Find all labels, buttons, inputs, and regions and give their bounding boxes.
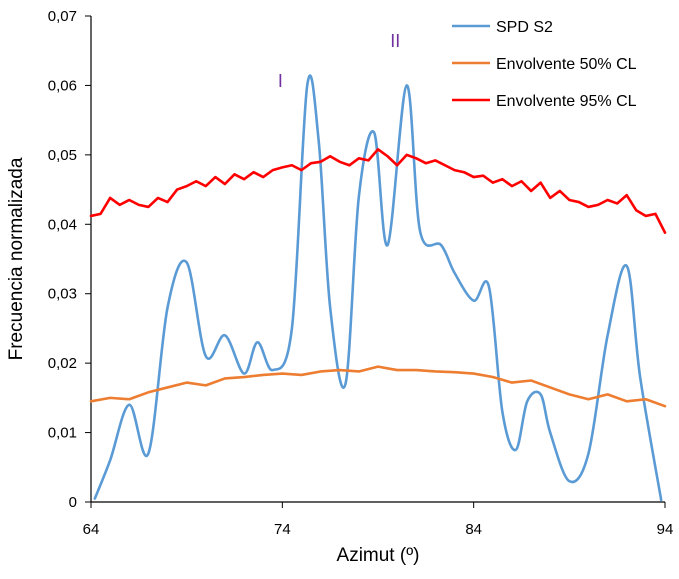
y-tick-label: 0,04 (48, 216, 77, 233)
y-tick-label: 0,07 (48, 8, 77, 25)
legend-label: Envolvente 50% CL (496, 56, 637, 73)
y-tick-label: 0,03 (48, 286, 77, 303)
x-tick-label: 84 (465, 521, 482, 538)
y-tick-label: 0,05 (48, 147, 77, 164)
y-tick-label: 0 (69, 494, 77, 511)
series-layer (89, 74, 667, 502)
y-tick-label: 0,06 (48, 77, 77, 94)
y-tick-label: 0,01 (48, 425, 77, 442)
legend-label: Envolvente 95% CL (496, 93, 637, 110)
annotations-layer: III (278, 31, 400, 91)
x-tick-label: 64 (83, 521, 100, 538)
annotation-label: II (390, 31, 400, 51)
series-line-spd-s2 (93, 74, 663, 502)
axes-layer: 0 0,01 0,02 0,03 0,04 0,05 0,06 0,07 64 74 84 94 (48, 8, 674, 538)
series-line-envolvente-95-cl (89, 148, 667, 234)
x-tick-label: 74 (274, 521, 291, 538)
x-axis-title: Azimut (º) (337, 545, 420, 566)
legend: SPD S2 Envolvente 50% CL Envolvente 95% CL (452, 19, 637, 110)
annotation-label: I (278, 71, 283, 91)
y-tick-label: 0,02 (48, 355, 77, 372)
x-tick-label: 94 (657, 521, 674, 538)
series-line-envolvente-50-cl (89, 365, 667, 408)
y-axis-title: Frecuencia normalizada (6, 157, 27, 360)
legend-label: SPD S2 (496, 19, 553, 36)
